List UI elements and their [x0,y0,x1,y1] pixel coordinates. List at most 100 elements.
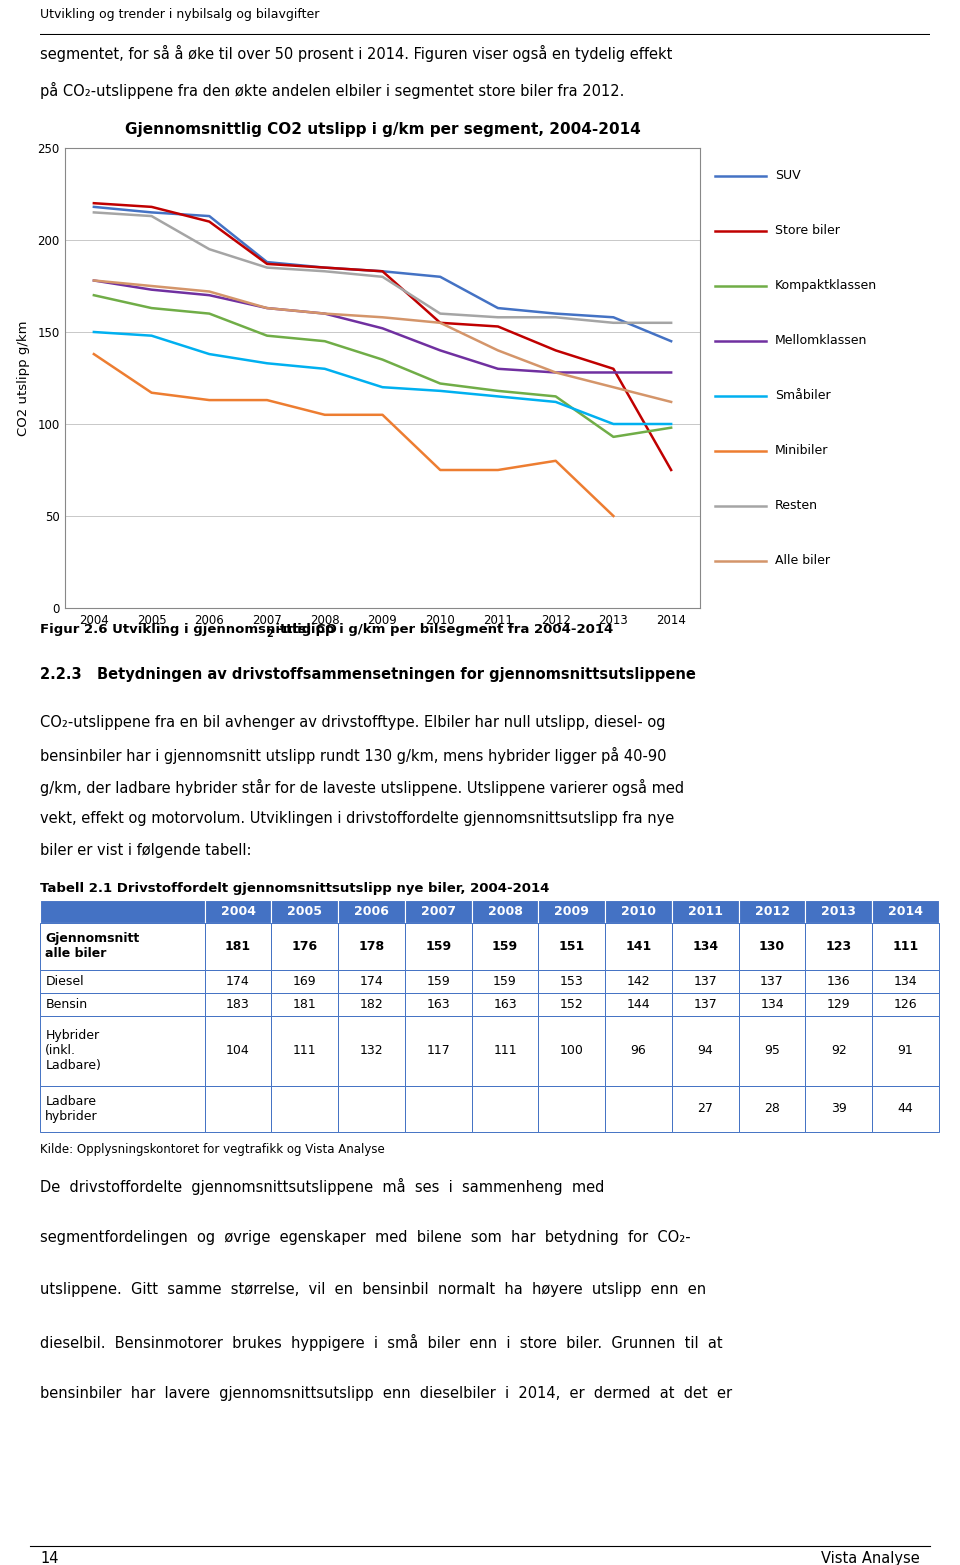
Text: 123: 123 [826,941,852,953]
Bar [338,992,405,1016]
Bar [40,900,204,923]
Bar [40,923,204,970]
Text: 94: 94 [697,1044,713,1058]
Text: De  drivstoffordelte  gjennomsnittsutslippene  må  ses  i  sammenheng  med: De drivstoffordelte gjennomsnittsutslipp… [40,1178,605,1196]
Bar [338,900,405,923]
Bar [40,970,204,992]
Bar [272,970,338,992]
Text: vekt, effekt og motorvolum. Utviklingen i drivstoffordelte gjennomsnittsutslipp : vekt, effekt og motorvolum. Utviklingen … [40,811,674,826]
Bar [204,1016,272,1086]
Text: 137: 137 [760,975,784,988]
Bar [539,992,605,1016]
Text: 2.2.3   Betydningen av drivstoffsammensetningen for gjennomsnittsutslippene: 2.2.3 Betydningen av drivstoffsammensetn… [40,668,696,682]
Text: Utvikling og trender i nybilsalg og bilavgifter: Utvikling og trender i nybilsalg og bila… [40,8,320,20]
Bar [405,1016,471,1086]
Text: 169: 169 [293,975,317,988]
Bar [539,970,605,992]
Bar [40,992,204,1016]
Text: 134: 134 [760,998,783,1011]
Bar [738,923,805,970]
Text: 96: 96 [631,1044,646,1058]
Bar [805,900,872,923]
Text: CO₂-utslippene fra en bil avhenger av drivstofftype. Elbiler har null utslipp, d: CO₂-utslippene fra en bil avhenger av dr… [40,715,665,729]
Text: 151: 151 [559,941,585,953]
Text: 181: 181 [225,941,252,953]
Text: 163: 163 [493,998,516,1011]
Bar [738,1086,805,1131]
Bar [471,970,539,992]
Text: 174: 174 [227,975,250,988]
Bar [872,1086,939,1131]
Bar [471,923,539,970]
Bar [338,923,405,970]
Text: 104: 104 [227,1044,250,1058]
Bar [405,923,471,970]
Text: 117: 117 [426,1044,450,1058]
Text: 144: 144 [627,998,650,1011]
Text: 39: 39 [831,1102,847,1116]
Text: Diesel: Diesel [45,975,84,988]
Text: på CO₂-utslippene fra den økte andelen elbiler i segmentet store biler fra 2012.: på CO₂-utslippene fra den økte andelen e… [40,81,624,99]
Text: 176: 176 [292,941,318,953]
Bar [338,1016,405,1086]
Bar [204,1086,272,1131]
Text: 2010: 2010 [621,905,656,919]
Text: -utslipp i g/km per bilsegment fra 2004-2014: -utslipp i g/km per bilsegment fra 2004-… [276,623,613,635]
Text: Kilde: Opplysningskontoret for vegtrafikk og Vista Analyse: Kilde: Opplysningskontoret for vegtrafik… [40,1142,385,1155]
Text: 153: 153 [560,975,584,988]
Text: SUV: SUV [775,169,801,182]
Bar [605,900,672,923]
Text: Store biler: Store biler [775,224,840,236]
Text: 2008: 2008 [488,905,522,919]
Bar [738,992,805,1016]
Text: 2011: 2011 [687,905,723,919]
Text: 178: 178 [358,941,385,953]
Text: 159: 159 [425,941,451,953]
Bar [272,992,338,1016]
Text: 136: 136 [827,975,851,988]
Text: 2009: 2009 [554,905,589,919]
Bar [471,1016,539,1086]
Text: 111: 111 [493,1044,516,1058]
Bar [272,1086,338,1131]
Text: 142: 142 [627,975,650,988]
Text: 163: 163 [426,998,450,1011]
Text: 44: 44 [898,1102,913,1116]
Text: Bensin: Bensin [45,998,87,1011]
Text: 28: 28 [764,1102,780,1116]
Text: segmentfordelingen  og  øvrige  egenskaper  med  bilene  som  har  betydning  fo: segmentfordelingen og øvrige egenskaper … [40,1230,690,1246]
Bar [539,923,605,970]
Text: 132: 132 [360,1044,383,1058]
Bar [605,970,672,992]
Text: g/km, der ladbare hybrider står for de laveste utslippene. Utslippene varierer o: g/km, der ladbare hybrider står for de l… [40,779,684,797]
Text: bensinbiler har i gjennomsnitt utslipp rundt 130 g/km, mens hybrider ligger på 4: bensinbiler har i gjennomsnitt utslipp r… [40,747,666,764]
Text: utslippene.  Gitt  samme  størrelse,  vil  en  bensinbil  normalt  ha  høyere  u: utslippene. Gitt samme størrelse, vil en… [40,1282,707,1297]
Text: Resten: Resten [775,499,818,512]
Bar [338,970,405,992]
Text: Gjennomsnitt
alle biler: Gjennomsnitt alle biler [45,933,139,961]
Text: 159: 159 [426,975,450,988]
Bar [672,970,738,992]
Bar [738,970,805,992]
Bar [405,900,471,923]
Text: 91: 91 [898,1044,913,1058]
Text: 2: 2 [266,629,273,639]
Text: 2007: 2007 [420,905,456,919]
Bar [872,970,939,992]
Text: 159: 159 [493,975,516,988]
Bar [605,923,672,970]
Bar [672,923,738,970]
Text: Alle biler: Alle biler [775,554,829,567]
Text: 182: 182 [360,998,383,1011]
Text: 111: 111 [293,1044,317,1058]
Text: 137: 137 [693,975,717,988]
Text: 183: 183 [227,998,250,1011]
Bar [40,1086,204,1131]
Bar [805,1016,872,1086]
Bar [805,992,872,1016]
Text: 134: 134 [894,975,918,988]
Text: 2005: 2005 [287,905,323,919]
Title: Gjennomsnittlig CO2 utslipp i g/km per segment, 2004-2014: Gjennomsnittlig CO2 utslipp i g/km per s… [125,122,640,138]
Text: Figur 2.6 Utvikling i gjennomsnittlig CO: Figur 2.6 Utvikling i gjennomsnittlig CO [40,623,337,635]
Text: 134: 134 [692,941,718,953]
